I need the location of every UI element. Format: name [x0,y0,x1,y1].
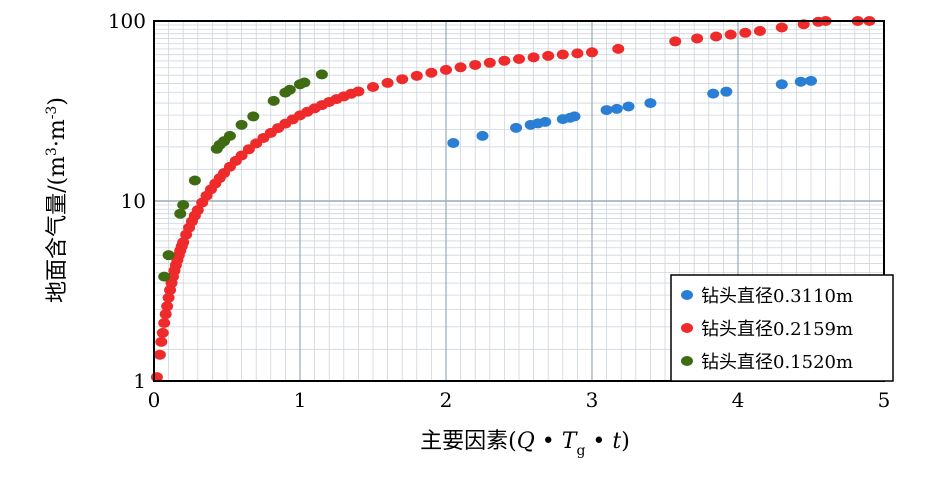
data-point [447,138,460,149]
y-axis-title: 地面含气量/(m3·m-3) [44,97,70,303]
data-point [177,200,190,211]
data-point [753,25,766,36]
data-point [794,76,807,87]
data-point [644,98,657,109]
data-point [381,77,394,88]
legend-label: 钻头直径0.3110m [701,286,853,307]
data-point [469,59,482,70]
y-tick-label: 100 [108,9,146,33]
x-tick-label: 2 [440,388,453,412]
data-point [162,292,175,303]
data-point [161,301,174,312]
series-3 [158,69,328,282]
y-tick-label: 10 [121,189,146,213]
data-point [600,105,613,116]
data-point [223,130,236,141]
x-tick-label: 5 [878,388,891,412]
data-point [498,55,511,66]
data-point [775,79,788,90]
data-point [527,52,540,63]
data-point [610,103,623,114]
data-point [235,150,248,161]
data-point [158,318,171,329]
data-point [235,119,248,130]
legend-marker [681,323,693,333]
data-point [669,36,682,47]
data-point [476,130,489,141]
plot-frame [153,20,885,382]
data-point [612,43,625,54]
data-point [724,29,737,40]
legend-label: 钻头直径0.1520m [701,352,853,373]
data-point [267,95,280,106]
data-point [710,31,723,42]
data-point [159,309,172,320]
data-point [155,336,168,347]
data-point [174,208,187,219]
legend: 钻头直径0.3110m 钻头直径0.2159m 钻头直径0.1520m [670,274,894,382]
data-point [622,101,635,112]
x-axis-ticks: 0 1 2 3 4 5 [148,388,891,412]
x-tick-label: 4 [732,388,745,412]
data-point [775,22,788,33]
data-point [396,74,409,85]
data-point [410,70,423,81]
x-axis-title: 主要因素(Q • Tg • t) [420,429,630,459]
data-point [568,111,581,122]
data-point [510,122,523,133]
data-point [315,69,328,80]
series-1 [447,75,817,149]
data-point [805,75,817,86]
data-point [691,33,704,44]
x-tick-label: 1 [294,388,307,412]
x-tick-label: 0 [148,388,161,412]
data-point [539,116,552,127]
data-point [454,62,467,73]
data-point [283,84,296,95]
data-point [298,77,311,88]
y-tick-label: 1 [133,369,146,393]
data-series [150,16,876,383]
data-point [247,111,260,122]
data-point [483,57,496,68]
data-point [188,175,201,186]
legend-box [670,274,894,382]
data-point [425,67,438,78]
data-point [352,86,365,97]
data-point [556,49,569,60]
legend-label: 钻头直径0.2159m [701,319,853,340]
data-point [158,271,171,282]
data-point [153,349,166,360]
x-tick-label: 3 [586,388,599,412]
data-point [542,50,555,61]
data-point [513,54,525,65]
data-point [586,47,598,58]
data-point [707,88,720,99]
data-point [440,64,452,75]
data-point [162,250,175,261]
data-point [177,237,190,248]
data-point [739,27,752,38]
data-point [367,81,379,92]
data-point [191,205,204,216]
y-axis-ticks: 1 10 100 [108,9,146,393]
legend-marker [681,290,693,300]
legend-marker [681,356,693,366]
data-point [156,327,169,338]
data-point [571,48,584,59]
data-point [720,86,733,97]
